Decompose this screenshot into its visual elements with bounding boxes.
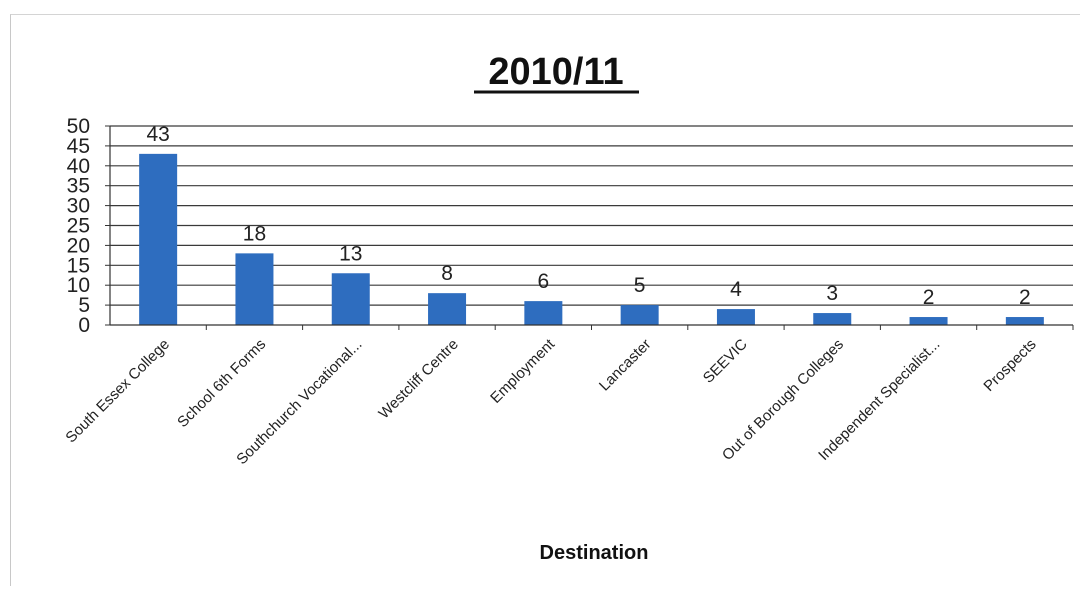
bar [331, 273, 370, 325]
bar [813, 313, 852, 325]
chart-title: 2010/11 [488, 51, 623, 93]
bar [909, 317, 948, 325]
y-tick-label: 45 [67, 135, 90, 158]
data-label: 3 [826, 282, 838, 305]
x-tick-label: Prospects [980, 336, 1039, 395]
y-tick-label: 50 [67, 115, 90, 138]
bar [1005, 317, 1044, 325]
y-tick-label: 30 [67, 195, 90, 218]
y-tick-label: 25 [67, 215, 90, 238]
data-label: 18 [243, 222, 266, 245]
data-label: 2 [1019, 286, 1031, 309]
x-tick-label: Lancaster [596, 336, 655, 395]
data-label: 2 [923, 286, 935, 309]
bar [235, 253, 274, 325]
x-tick-label: Westcliff Centre [375, 336, 461, 422]
y-tick-label: 0 [78, 314, 90, 337]
data-label: 6 [538, 270, 550, 293]
y-tick-label: 15 [67, 254, 90, 277]
bar [524, 301, 563, 325]
x-tick-label: Employment [487, 335, 559, 407]
y-tick-label: 20 [67, 234, 90, 257]
axes [109, 126, 1074, 330]
y-tick-label: 10 [67, 274, 90, 297]
data-label: 8 [441, 262, 453, 285]
x-tick-label: SEEVIC [700, 336, 751, 387]
data-label: 5 [634, 274, 646, 297]
x-axis-category-labels: South Essex College School 6th FormsSouth… [62, 335, 1039, 468]
data-label: 4 [730, 278, 742, 301]
bar [716, 309, 755, 325]
data-label: 43 [146, 123, 169, 146]
y-tick-label: 40 [67, 155, 90, 178]
y-tick-label: 5 [78, 294, 90, 317]
bar [139, 153, 178, 325]
x-tick-label: South Essex College [62, 336, 172, 446]
data-label: 13 [339, 242, 362, 265]
bar [428, 293, 467, 325]
gridlines [110, 125, 1073, 306]
chart-frame [10, 14, 1080, 586]
bar [620, 305, 659, 325]
x-tick-label: School 6th Forms [174, 336, 269, 431]
bars [139, 153, 1044, 325]
x-axis-title: Destination [540, 542, 649, 564]
y-tick-label: 35 [67, 175, 90, 198]
